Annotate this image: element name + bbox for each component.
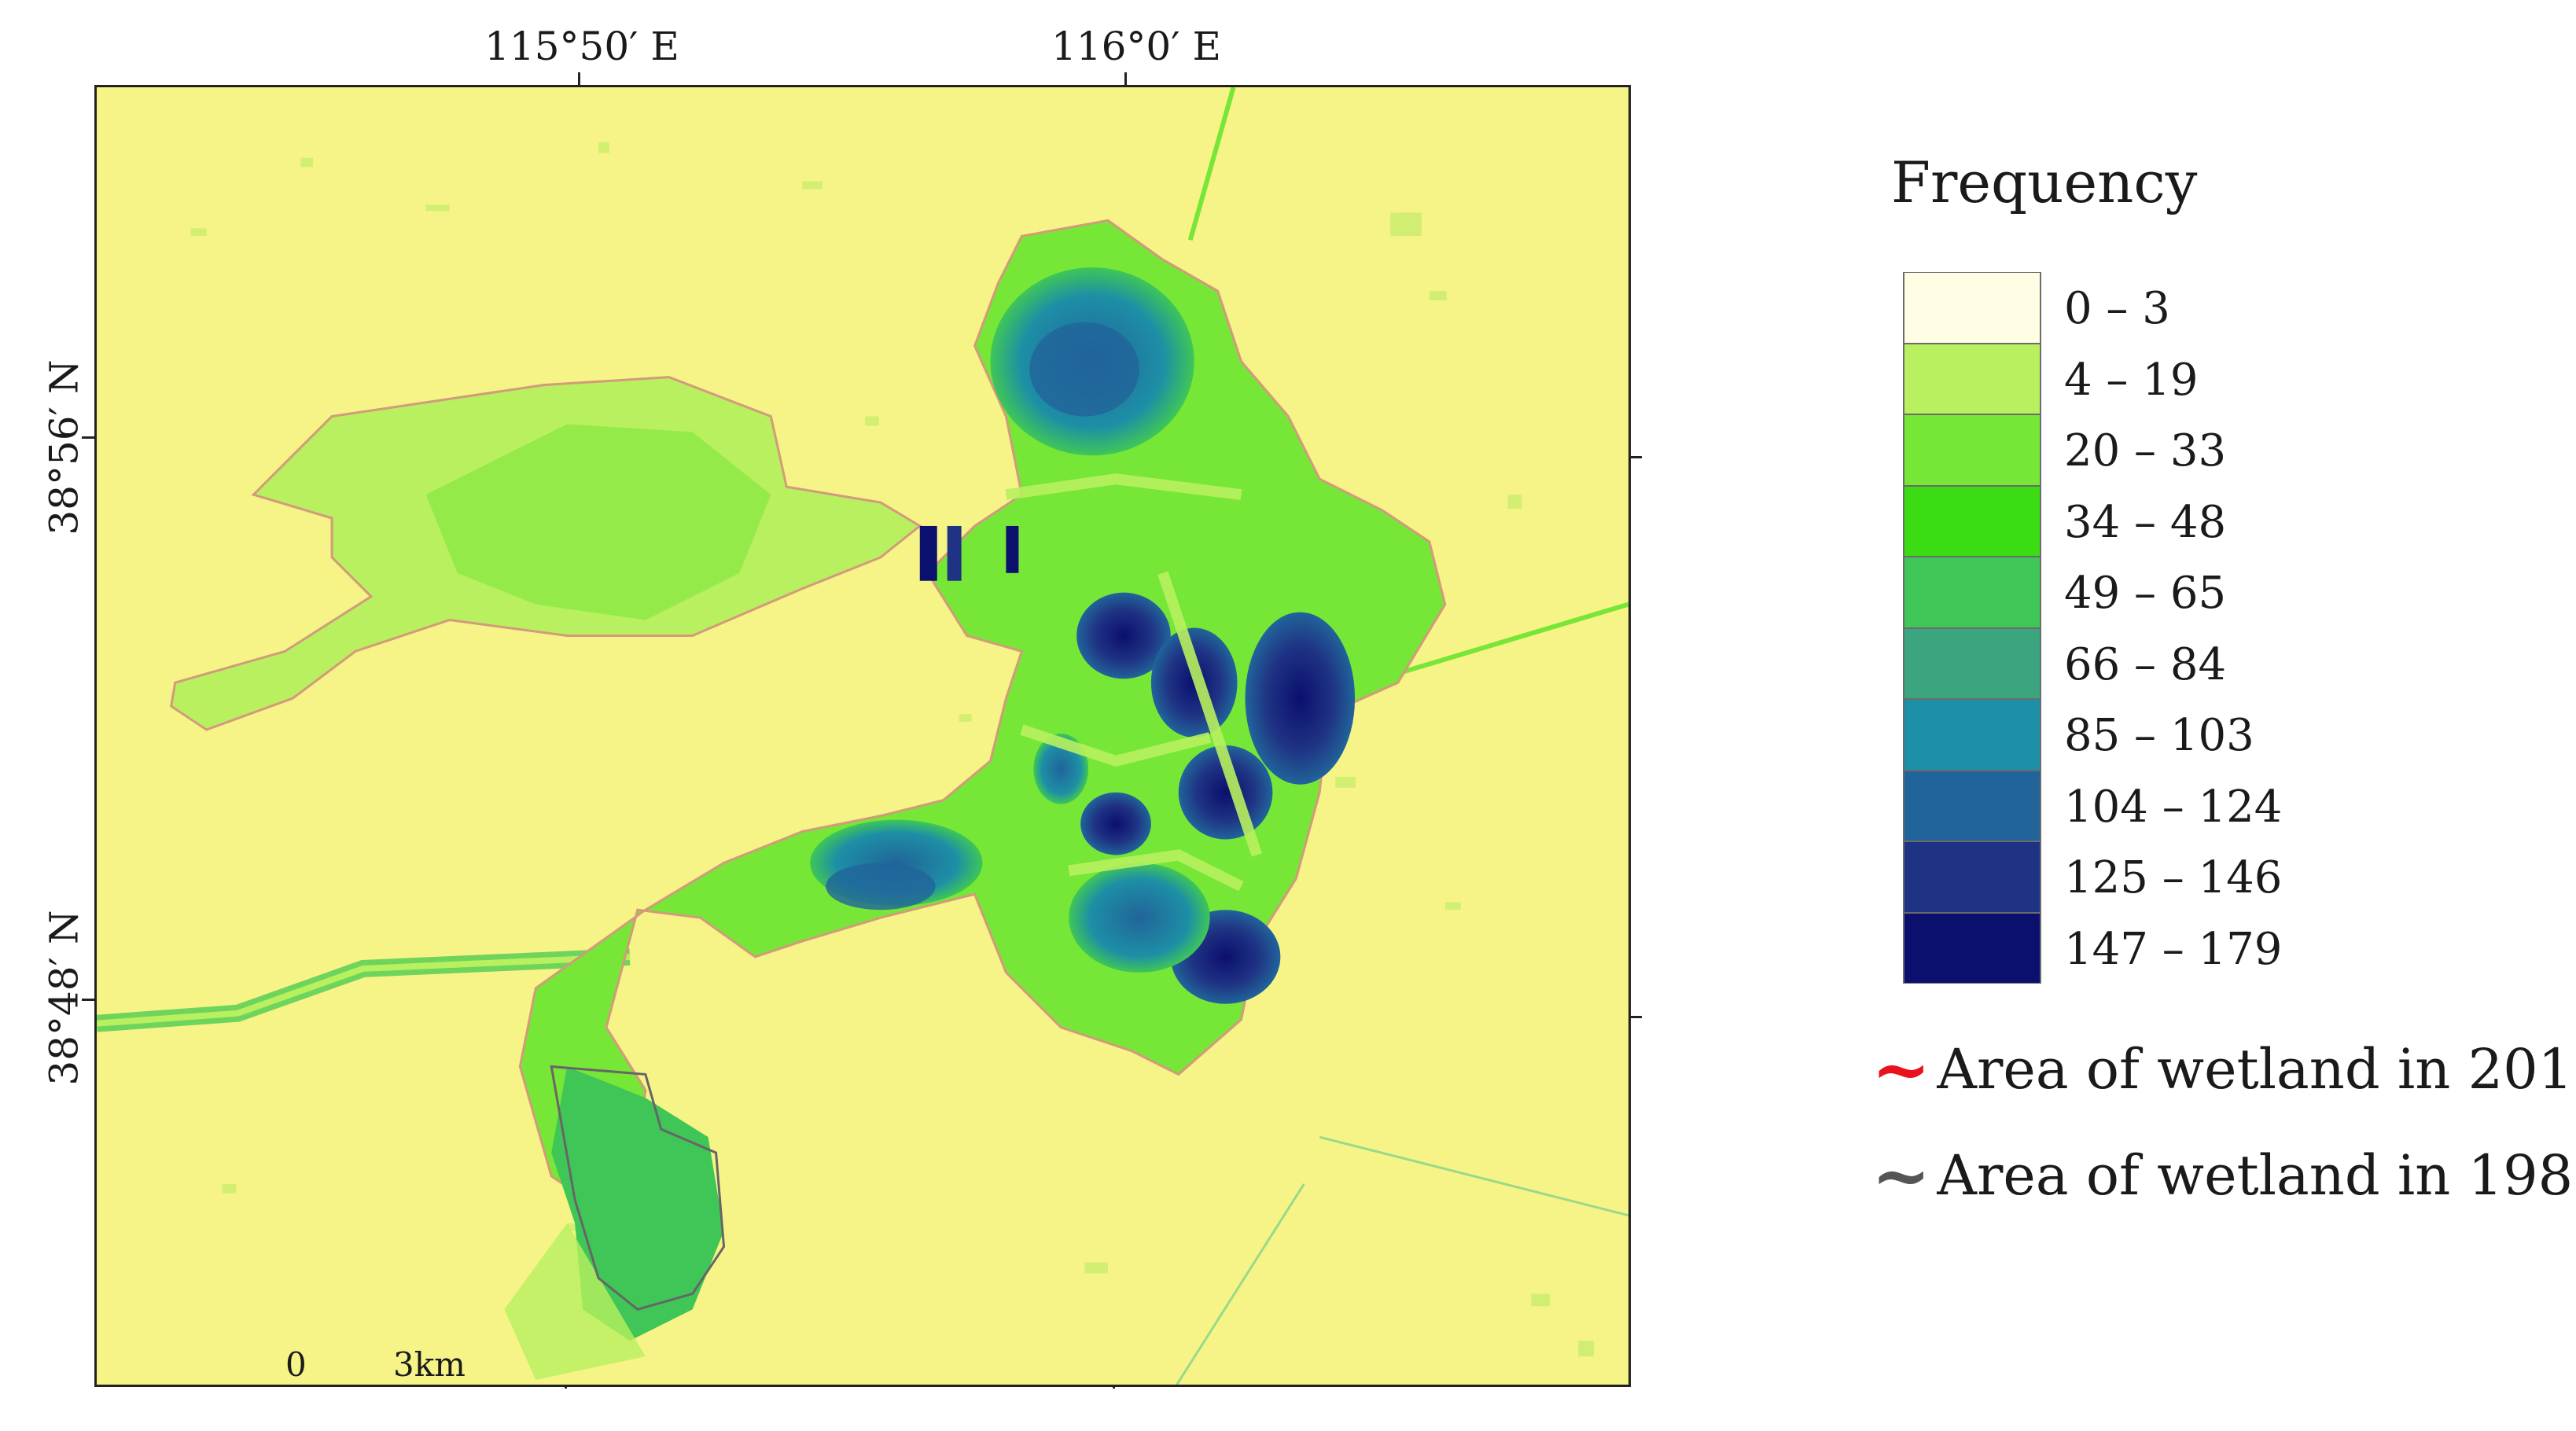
legend-swatch-7 bbox=[1903, 770, 2041, 841]
longitude-label-115-50: 115°50′ E bbox=[484, 24, 679, 69]
north-basin-inner bbox=[1029, 322, 1139, 417]
west-wetland-core bbox=[425, 424, 771, 620]
legend-swatch-3 bbox=[1903, 485, 2041, 557]
scale-start-label: 0 bbox=[285, 1345, 307, 1384]
red-line-icon: ~ bbox=[1871, 1028, 1931, 1111]
left-tick-1 bbox=[82, 436, 96, 439]
latitude-label-38-56: 38°56′ N bbox=[41, 359, 87, 535]
legend-color-ramp bbox=[1903, 272, 2041, 984]
scale-bar-line bbox=[289, 1345, 462, 1387]
right-tick-1 bbox=[1629, 456, 1642, 458]
legend-label-2: 20 – 33 bbox=[2064, 425, 2227, 476]
legend-label-3: 34 – 48 bbox=[2064, 496, 2227, 548]
canals bbox=[97, 87, 1628, 1385]
legend-boundary-2017-label: Area of wetland in 2017 bbox=[1937, 1037, 2576, 1102]
legend-boundary-1988-label: Area of wetland in 1988 bbox=[1937, 1143, 2576, 1208]
boundary-1988 bbox=[550, 1065, 726, 1311]
field-speckles bbox=[190, 142, 1595, 1357]
legend-swatch-6 bbox=[1903, 699, 2041, 771]
latitude-label-38-48: 38°48′ N bbox=[41, 910, 87, 1086]
top-tick-1 bbox=[578, 72, 580, 86]
legend-label-8: 125 – 146 bbox=[2064, 852, 2283, 903]
legend-label-5: 66 – 84 bbox=[2064, 638, 2227, 690]
legend-swatch-1 bbox=[1903, 343, 2041, 414]
scale-bar: 0 3km bbox=[285, 1345, 466, 1387]
legend-label-9: 147 – 179 bbox=[2064, 923, 2283, 975]
legend-swatch-0 bbox=[1903, 272, 2041, 344]
legend-boundary-2017: ~ Area of wetland in 2017 bbox=[1871, 1034, 2576, 1105]
legend-swatch-4 bbox=[1903, 557, 2041, 628]
longitude-label-116-0: 116°0′ E bbox=[1051, 24, 1221, 69]
top-tick-2 bbox=[1124, 72, 1127, 86]
deep-water-patches bbox=[810, 525, 1356, 1004]
legend-boundary-1988: ~ Area of wetland in 1988 bbox=[1871, 1140, 2576, 1211]
legend-label-6: 85 – 103 bbox=[2064, 710, 2254, 761]
legend-swatch-9 bbox=[1903, 912, 2041, 984]
legend-label-7: 104 – 124 bbox=[2064, 781, 2283, 833]
legend-swatch-8 bbox=[1903, 841, 2041, 913]
left-tick-2 bbox=[82, 999, 96, 1001]
north-arrow-icon: N bbox=[1622, 197, 1631, 331]
wetland-frequency-map: N 0 3km bbox=[94, 85, 1631, 1387]
southwest-flat bbox=[504, 1223, 646, 1381]
scale-end-label: 3km bbox=[393, 1345, 466, 1384]
legend-title: Frequency bbox=[1891, 149, 2198, 215]
grey-line-icon: ~ bbox=[1871, 1134, 1931, 1217]
legend-swatch-2 bbox=[1903, 414, 2041, 486]
legend-swatch-5 bbox=[1903, 627, 2041, 699]
legend-label-1: 4 – 19 bbox=[2064, 354, 2199, 406]
legend-label-0: 0 – 3 bbox=[2064, 283, 2170, 334]
right-tick-2 bbox=[1629, 1016, 1642, 1018]
legend-label-4: 49 – 65 bbox=[2064, 568, 2227, 619]
map-raster bbox=[97, 87, 1628, 1385]
light-channels bbox=[1005, 473, 1263, 892]
